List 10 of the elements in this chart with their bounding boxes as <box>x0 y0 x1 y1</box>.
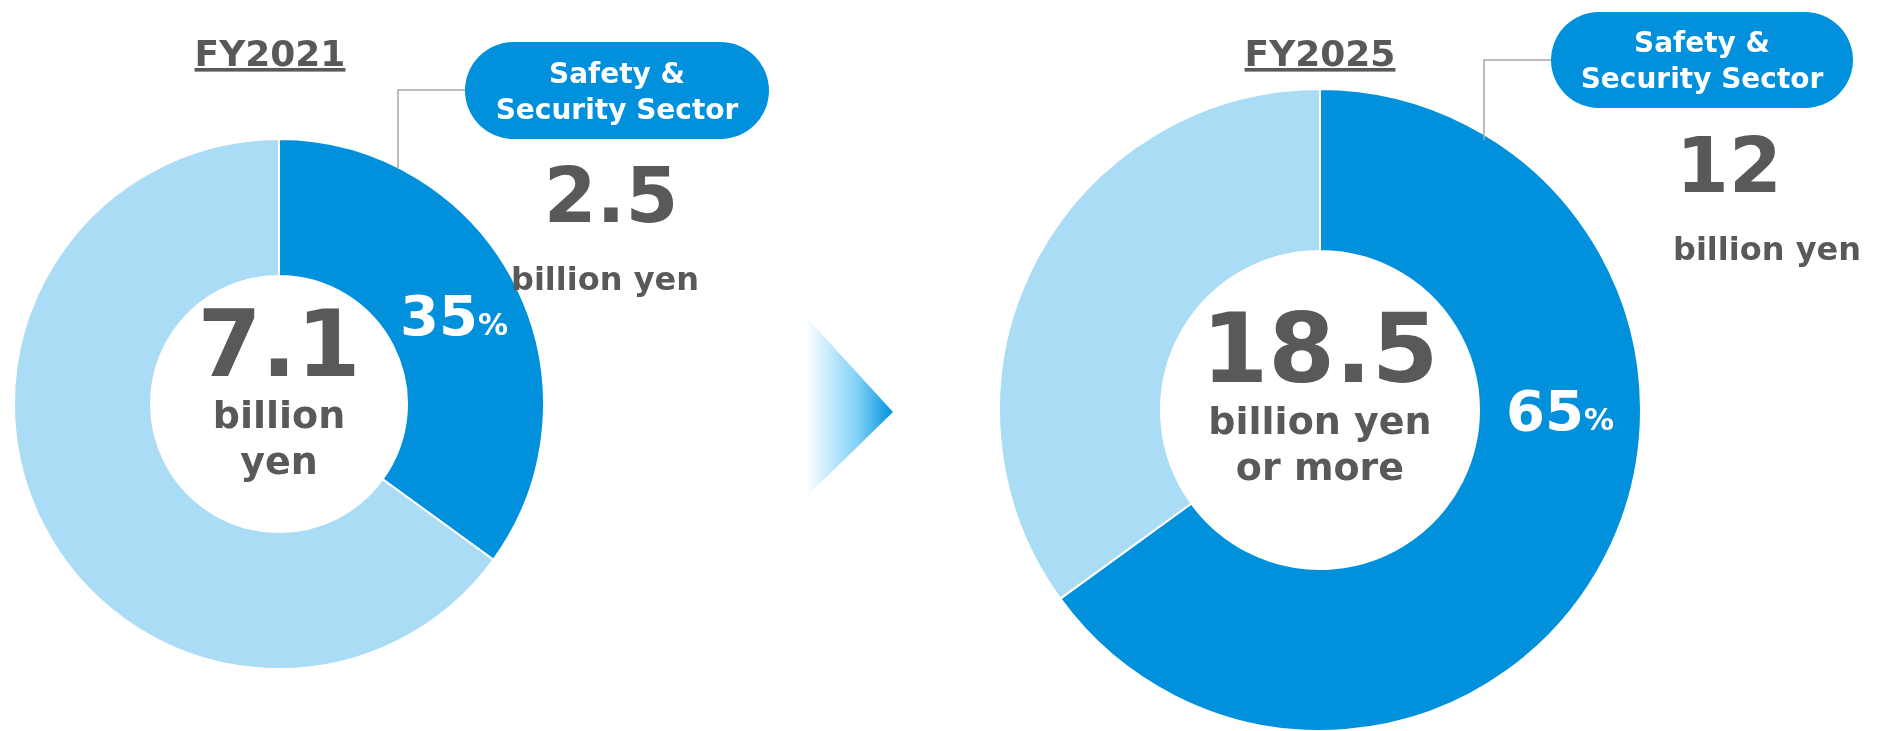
text: billion yen <box>510 260 700 298</box>
chart-title: FY2025 <box>1244 33 1396 74</box>
data-label: 35% <box>400 282 509 348</box>
chart-title: FY2021 <box>194 33 346 74</box>
data-label: 65% <box>1506 378 1614 443</box>
text: 12 <box>1676 121 1782 210</box>
text: billion yen <box>1672 230 1862 268</box>
text: 2.5 <box>543 151 679 240</box>
slice-label: Safety & Security Sector <box>495 56 739 126</box>
slice-label: Safety & Security Sector <box>1580 26 1824 95</box>
